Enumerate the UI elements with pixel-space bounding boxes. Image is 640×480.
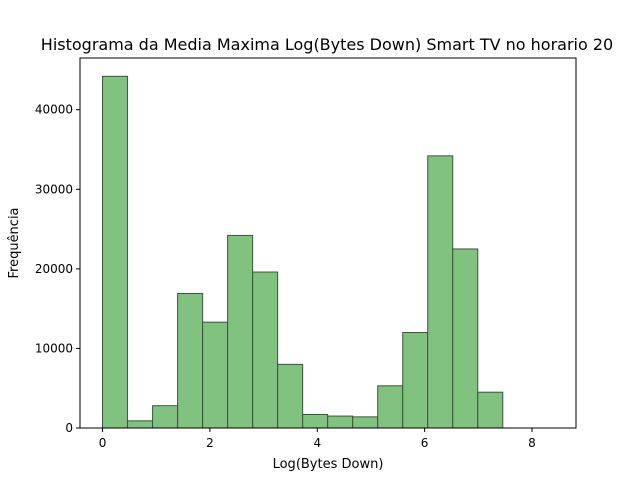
histogram-bar	[102, 75, 129, 429]
x-axis-label: Log(Bytes Down)	[273, 457, 384, 472]
histogram-bar	[427, 155, 454, 429]
y-axis-label: Frequência	[7, 207, 22, 278]
bars-group	[102, 75, 504, 429]
y-tick-label: 30000	[35, 182, 73, 196]
histogram-bar	[377, 385, 404, 429]
x-axis-ticks: 0 2 4 6 8	[99, 428, 536, 450]
histogram-bar	[227, 234, 254, 429]
y-axis-ticks: 0 10000 20000 30000 40000	[35, 103, 80, 435]
x-tick-label: 0	[99, 436, 107, 450]
histogram-bar	[452, 248, 479, 429]
histogram-bar	[477, 391, 504, 429]
y-tick-label: 20000	[35, 262, 73, 276]
x-tick-label: 4	[313, 436, 321, 450]
histogram-bar	[252, 271, 279, 429]
x-tick-label: 8	[528, 436, 536, 450]
histogram-bar	[302, 413, 329, 429]
x-tick-label: 2	[206, 436, 214, 450]
y-tick-label: 40000	[35, 103, 73, 117]
histogram-bar	[402, 332, 429, 429]
histogram-bar	[352, 416, 379, 429]
histogram-bar	[177, 293, 204, 429]
plot-frame	[79, 57, 577, 429]
chart-title: Histograma da Media Maxima Log(Bytes Dow…	[41, 35, 613, 54]
histogram-bar	[202, 321, 229, 429]
y-tick-label: 0	[65, 421, 73, 435]
histogram-bar	[127, 420, 154, 429]
x-tick-label: 6	[421, 436, 429, 450]
y-tick-label: 10000	[35, 341, 73, 355]
histogram-bar	[327, 415, 354, 429]
histogram-bar	[152, 405, 179, 429]
histogram-bar	[277, 363, 304, 429]
